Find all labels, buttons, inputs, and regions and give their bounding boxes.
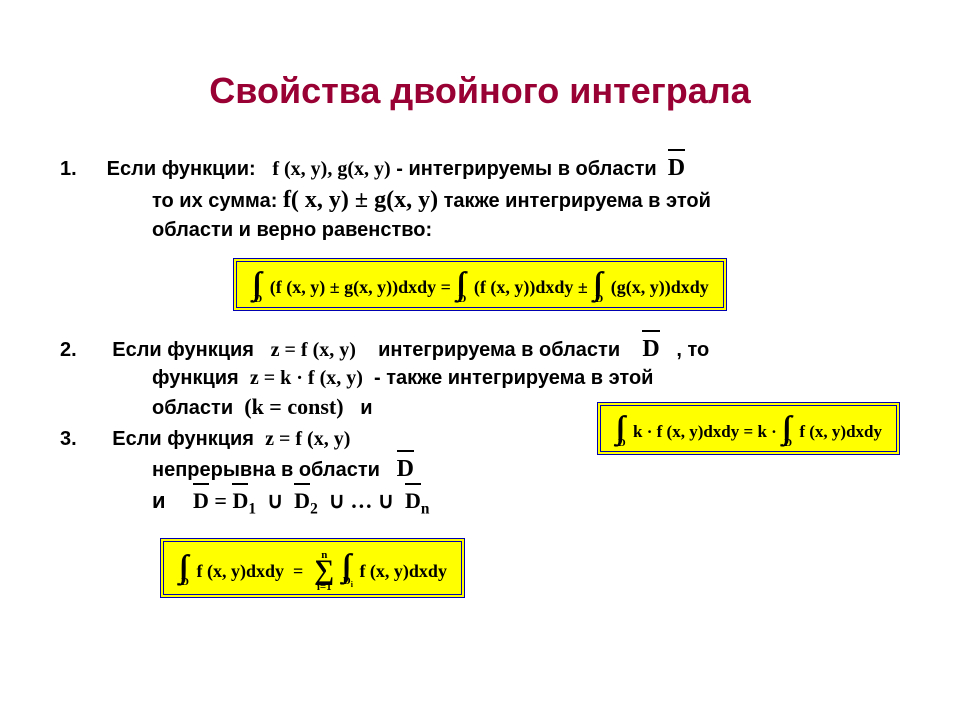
prop3-union-D2: D [294,486,310,516]
box1-lhs-body: (f (x, y) ± g(x, y))dxdy [270,278,436,296]
box2-r-body: f (x, y)dxdy [799,423,882,440]
formula-box-3-row: ∫∫ D f (x, y)dxdy = n ∑ i=1 ∫∫ Di f (x, … [160,538,900,598]
property-2: 2. Если функция z = f (x, y) интегрируем… [60,333,900,520]
formula-box-2-wrap: ∫∫ D k · f (x, y)dxdy = k · ∫∫ D f (x, y… [597,402,900,455]
prop2-text-2: интегрируема в области [378,339,620,361]
prop3-union-eq: = [214,488,227,513]
prop2-text-1: Если функция [112,339,254,361]
box1-iint-r1: ∫∫ D [457,270,467,305]
formula-box-1: ∫∫ D (f (x, y) ± g(x, y))dxdy = ∫∫ D (f … [233,258,727,311]
box1-eq: = [441,278,451,296]
box1-iint-r2: ∫∫ D [594,270,604,305]
prop2-formula-2: z = k · f (x, y) [250,367,363,389]
formula-box-2: ∫∫ D k · f (x, y)dxdy = k · ∫∫ D f (x, y… [597,402,900,455]
prop1-text-2: - интегрируемы в области [396,158,656,180]
property-3: 3. Если функция z = f (x, y) непрерывна … [60,426,567,520]
prop3-union-D: D [193,486,209,516]
prop2-text-6: области [152,397,233,419]
box2-iint-r: ∫∫ D [783,414,793,449]
prop1-formula-2: f( x, y) ± g(x, y) [283,187,438,213]
prop2-text-4: функция [152,367,239,389]
prop1-text-4: также интегрируема в этой [444,190,711,212]
formula-box-3: ∫∫ D f (x, y)dxdy = n ∑ i=1 ∫∫ Di f (x, … [160,538,465,598]
prop2-text-3: , то [676,339,709,361]
prop2-text-7: и [360,397,372,419]
prop3-domain-d: D [397,453,414,485]
prop3-text-2: непрерывна в области [152,459,380,481]
box3-iint-l: ∫∫ D [180,553,190,588]
prop3-union-D1: D [232,486,248,516]
box3-sum: n ∑ i=1 [314,550,334,592]
prop2-number: 2. [60,337,90,364]
prop3-text-1: Если функция [112,428,254,450]
box1-pm: ± [578,278,588,296]
box3-l-body: f (x, y)dxdy [197,562,285,580]
box3-r-body: f (x, y)dxdy [359,562,447,580]
prop3-number: 3. [60,426,90,453]
property-1: 1. Если функции: f (x, y), g(x, y) - инт… [60,152,900,244]
prop1-text-5: области и верно равенство: [152,219,432,241]
prop1-text-1: Если функции: [107,158,256,180]
prop2-text-5: - также интегрируема в этой [374,367,653,389]
formula-box-1-row: ∫∫ D (f (x, y) ± g(x, y))dxdy = ∫∫ D (f … [60,258,900,311]
prop3-union-Dn: D [405,486,421,516]
page-title: Свойства двойного интеграла [60,70,900,112]
prop3-text-3: и [152,488,166,513]
prop1-formula-1: f (x, y), g(x, y) [272,158,390,180]
prop1-text-3: то их сумма: [152,190,277,212]
box2-l-body: k · f (x, y)dxdy [633,423,739,440]
box1-iint-lhs: ∫∫ D [253,270,263,305]
prop2-formula-1: z = f (x, y) [271,339,356,361]
box1-r2-body: (g(x, y))dxdy [611,278,709,296]
box1-r1-body: (f (x, y))dxdy [474,278,574,296]
prop3-formula-1: z = f (x, y) [265,428,350,450]
prop1-number: 1. [60,156,90,183]
box3-iint-r: ∫∫ Di [343,552,353,589]
box2-iint-l: ∫∫ D [617,414,627,449]
box2-eq: = k · [744,423,777,440]
prop2-domain-d: D [642,333,659,365]
prop2-formula-3: (k = const) [244,394,343,419]
prop1-domain-d: D [668,152,685,184]
box3-eq: = [293,562,303,580]
